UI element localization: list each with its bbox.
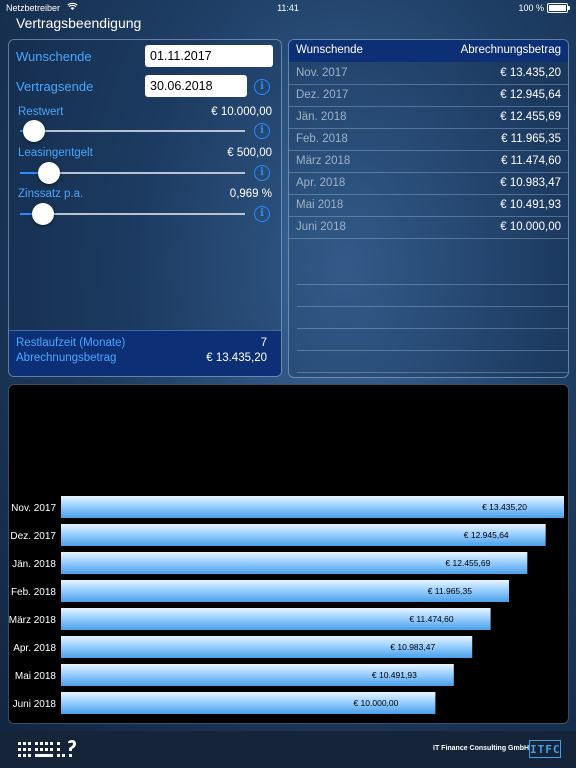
row-month: Nov. 2017 [296,67,348,79]
row-month: Mai 2018 [296,199,344,211]
status-bar: Netzbetreiber 11:41 100 % [0,0,576,16]
vertragsende-label: Vertragsende [16,79,94,94]
row-amount: € 11.965,35 [501,133,561,145]
chart-value-label: € 12.945,64 [464,530,509,540]
row-month: Jän. 2018 [296,111,347,123]
chart-value-label: € 12.455,69 [445,558,490,568]
table-row[interactable]: Apr. 2018 € 10.983,47 [289,172,568,195]
row-month: Dez. 2017 [296,89,349,101]
chart-value-label: € 13.435,20 [482,502,527,512]
chart-bar [61,524,546,546]
row-amount: € 12.945,64 [500,89,561,101]
leasingentgelt-label: Leasingentgelt [18,147,93,159]
row-amount: € 10.983,47 [500,177,561,189]
restwert-slider[interactable] [20,120,245,142]
company-logo: ITFC [529,740,561,758]
results-table: Wunschende Abrechnungsbetrag Nov. 2017 € … [288,39,569,378]
restwert-value: € 10.000,00 [211,106,272,118]
table-row[interactable]: Dez. 2017 € 12.945,64 [289,84,568,107]
chart-category-label: Mai 2018 [15,671,57,682]
leasingentgelt-slider-thumb[interactable] [38,162,61,184]
chart-value-label: € 10.000,00 [353,698,398,708]
chart-value-label: € 10.491,93 [372,670,417,680]
table-row[interactable]: Feb. 2018 € 11.965,35 [289,128,568,151]
row-month: Feb. 2018 [296,133,348,145]
wunschende-field[interactable]: 01.11.2017 [145,45,273,67]
column-header-wunschende: Wunschende [296,44,363,56]
leasingentgelt-slider[interactable] [20,162,245,184]
row-amount: € 10.000,00 [500,221,561,233]
vertragsende-field[interactable]: 30.06.2018 [145,75,247,97]
abrechnungsbetrag-value: € 13.435,20 [206,352,267,364]
restwert-label: Restwert [18,106,64,118]
chart-category-label: Jän. 2018 [12,559,56,570]
abrechnungsbetrag-label: Abrechnungsbetrag [16,352,117,364]
carrier-label: Netzbetreiber [6,3,61,13]
leasingentgelt-slider-fill [20,172,50,174]
chart-bar [61,552,528,574]
row-month: März 2018 [296,155,351,167]
chart-category-label: Apr. 2018 [13,643,56,654]
chart-panel: Nov. 2017 € 13.435,20 Dez. 2017 € 12.945,64… [8,384,569,724]
app-logo-icon [18,740,76,757]
row-amount: € 10.491,93 [500,199,561,211]
chart-category-label: März 2018 [9,615,56,626]
row-amount: € 11.474,60 [501,155,561,167]
clock: 11:41 [277,3,299,13]
chart-category-label: Nov. 2017 [11,503,56,514]
summary-bar: Restlaufzeit (Monate) 7 Abrechnungsbetra… [9,330,281,376]
company-name: IT Finance Consulting GmbH [433,745,530,752]
zinssatz-slider-fill [20,213,43,215]
row-amount: € 13.435,20 [500,67,561,79]
chart-category-label: Feb. 2018 [11,587,56,598]
restwert-info-icon[interactable]: i [254,123,270,139]
footer: IT Finance Consulting GmbH ITFC [0,731,576,768]
battery-icon [547,3,570,13]
table-row[interactable]: Jän. 2018 € 12.455,69 [289,106,568,129]
empty-row-line [297,328,568,329]
chart-bar [61,636,473,658]
restlaufzeit-value: 7 [260,337,267,349]
chart-bar [61,608,491,630]
table-header: Wunschende Abrechnungsbetrag [289,40,568,62]
row-month: Apr. 2018 [296,177,346,189]
table-row[interactable]: Juni 2018 € 10.000,00 [289,216,568,239]
table-row[interactable]: März 2018 € 11.474,60 [289,150,568,173]
wifi-icon [67,2,78,11]
chart-bar [61,496,564,518]
leasingentgelt-value: € 500,00 [227,147,272,159]
chart-value-label: € 10.983,47 [390,642,435,652]
zinssatz-info-icon[interactable]: i [254,206,270,222]
chart-category-label: Dez. 2017 [10,531,56,542]
zinssatz-slider[interactable] [20,203,245,225]
column-header-abrechnungsbetrag: Abrechnungsbetrag [460,44,561,56]
empty-row-line [297,284,568,285]
zinssatz-slider-thumb[interactable] [31,203,54,225]
chart-value-label: € 11.474,60 [409,614,454,624]
bar-chart: Nov. 2017 € 13.435,20 Dez. 2017 € 12.945,64… [9,496,564,714]
chart-value-label: € 11.965,35 [428,586,473,596]
row-month: Juni 2018 [296,221,346,233]
page-title: Vertragsbeendigung [16,15,142,31]
wunschende-label: Wunschende [16,49,92,64]
vertragsende-info-icon[interactable]: i [254,79,270,95]
chart-bar [61,580,509,602]
zinssatz-value: 0,969 % [229,188,272,200]
empty-row-line [297,306,568,307]
table-row[interactable]: Nov. 2017 € 13.435,20 [289,62,568,85]
restlaufzeit-label: Restlaufzeit (Monate) [16,337,126,349]
restwert-slider-thumb[interactable] [22,120,45,142]
empty-row-line [297,372,568,373]
leasingentgelt-info-icon[interactable]: i [254,165,270,181]
zinssatz-label: Zinssatz p.a. [18,188,84,200]
table-row[interactable]: Mai 2018 € 10.491,93 [289,194,568,217]
input-panel: Wunschende 01.11.2017 Vertragsende 30.06… [8,39,282,377]
row-amount: € 12.455,69 [500,111,561,123]
chart-bar [61,664,454,686]
battery-percentage: 100 % [518,3,544,13]
chart-category-label: Juni 2018 [13,699,57,710]
chart-bar [61,692,436,714]
empty-row-line [297,350,568,351]
